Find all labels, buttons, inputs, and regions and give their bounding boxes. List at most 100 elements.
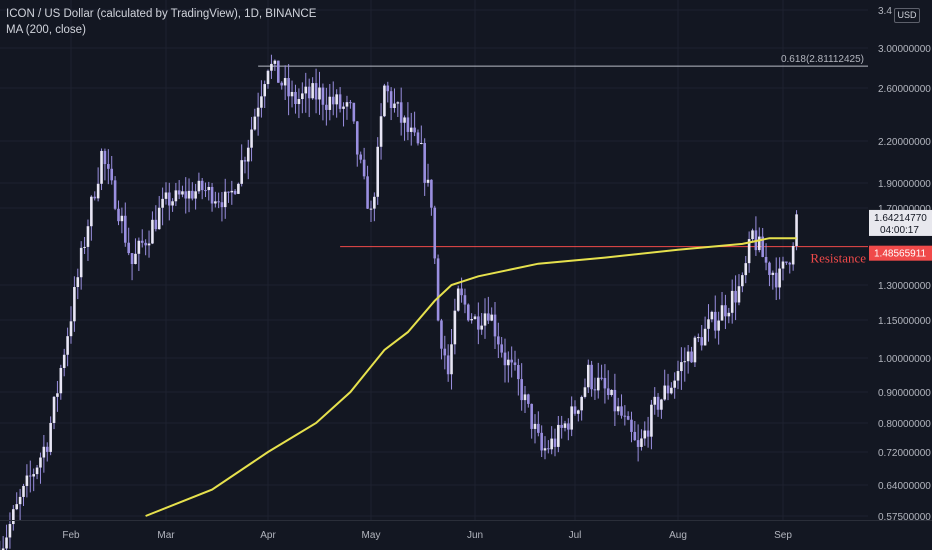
- candle-body: [626, 416, 630, 420]
- price-tick-label: 0.80000000: [878, 419, 931, 430]
- candle-body: [79, 247, 83, 278]
- candle-body: [620, 406, 623, 416]
- price-tick-label: 1.70000000: [878, 204, 931, 215]
- candle-body: [335, 94, 338, 105]
- last-price-label: 1.64214770: [874, 213, 927, 224]
- candle-body: [76, 277, 80, 288]
- candle-body: [15, 504, 19, 510]
- symbol-title[interactable]: ICON / US Dollar (calculated by TradingV…: [6, 8, 317, 20]
- candle-body: [246, 147, 250, 162]
- ma-indicator-legend[interactable]: MA (200, close): [6, 24, 86, 36]
- candle-body: [690, 351, 693, 363]
- candle-body: [59, 367, 63, 394]
- candle-body: [154, 219, 158, 230]
- candle-body: [123, 215, 127, 243]
- fib-level-0618: 0.618(2.81112425): [258, 54, 868, 67]
- candle-body: [703, 328, 707, 346]
- candle-body: [273, 60, 277, 64]
- candle-body: [18, 496, 22, 505]
- candle-body: [250, 129, 253, 148]
- candle-body: [537, 423, 540, 433]
- candle-body: [184, 191, 188, 199]
- candle-body: [533, 423, 537, 429]
- candle-body: [553, 438, 557, 447]
- candle-body: [727, 312, 731, 317]
- candle-body: [100, 150, 103, 184]
- candle-body: [436, 258, 440, 321]
- candle-body: [567, 423, 570, 430]
- candle-body: [470, 319, 473, 321]
- candle-body: [220, 202, 224, 208]
- candle-body: [788, 262, 792, 265]
- candle-body: [331, 96, 335, 105]
- candle-body: [660, 399, 663, 410]
- candle-body: [204, 190, 207, 192]
- candle-body: [764, 256, 768, 263]
- candle-body: [583, 387, 587, 397]
- candle-body: [586, 364, 590, 388]
- candle-body: [307, 86, 311, 99]
- time-tick-label: Apr: [260, 530, 276, 541]
- price-tick-label: 2.20000000: [878, 137, 931, 148]
- candle-body: [774, 272, 778, 288]
- time-tick-label: Jun: [467, 530, 483, 541]
- candle-body: [355, 121, 359, 155]
- candle-body: [240, 160, 243, 184]
- currency-button[interactable]: USD: [894, 8, 920, 23]
- candle-body: [623, 415, 627, 417]
- price-tags: 1.64214770 04:00:17 1.48565911: [869, 209, 932, 261]
- candle-body: [362, 159, 366, 177]
- candle-body: [157, 207, 161, 230]
- candle-body: [653, 396, 657, 405]
- candle-body: [277, 60, 280, 83]
- candle-body: [42, 446, 46, 458]
- price-tick-label: 0.57500000: [878, 512, 931, 523]
- candle-body: [751, 230, 754, 240]
- price-axis[interactable]: 3.4 3.00000000 2.60000000 2.20000000 1.90000…: [878, 6, 931, 523]
- candle-body: [403, 117, 406, 123]
- candle-body: [117, 208, 120, 222]
- candle-body: [56, 393, 59, 397]
- fib-label: 0.618(2.81112425): [781, 54, 864, 65]
- candle-body: [593, 389, 597, 391]
- candle-body: [210, 186, 214, 204]
- candle-body: [200, 180, 204, 191]
- candle-body: [349, 102, 352, 104]
- price-tick-label: 3.00000000: [878, 44, 931, 55]
- chart-grid: [0, 0, 868, 520]
- candle-body: [49, 422, 52, 452]
- candle-body: [8, 524, 12, 538]
- candle-body: [510, 359, 513, 363]
- candle-body: [294, 91, 297, 105]
- candle-body: [243, 160, 247, 162]
- candle-body: [527, 394, 530, 404]
- candle-body: [636, 440, 640, 447]
- time-tick-label: May: [362, 530, 381, 541]
- candle-body: [456, 288, 460, 311]
- candle-body: [22, 485, 25, 497]
- candle-body: [670, 387, 673, 394]
- candle-body: [643, 430, 647, 439]
- candle-body: [237, 183, 240, 194]
- candle-body: [359, 154, 362, 160]
- time-axis[interactable]: Feb Mar Apr May Jun Jul Aug Sep: [0, 520, 932, 542]
- candle-body: [663, 385, 667, 400]
- candle-body: [25, 475, 29, 486]
- last-price-tag: [869, 209, 932, 236]
- candle-body: [230, 190, 234, 193]
- candle-body: [379, 116, 383, 147]
- candle-body: [127, 242, 130, 254]
- time-tick-label: Mar: [157, 530, 175, 541]
- candle-body: [389, 91, 393, 109]
- candle-body: [616, 406, 620, 412]
- chart-legend[interactable]: ICON / US Dollar (calculated by TradingV…: [6, 6, 316, 38]
- candle-body: [83, 246, 86, 248]
- candle-body: [227, 191, 230, 193]
- candle-body: [633, 431, 637, 441]
- candle-body: [311, 83, 314, 99]
- resistance-price-tag: [869, 245, 932, 261]
- candle-body: [795, 214, 798, 246]
- candle-body: [177, 190, 181, 195]
- candle-body: [466, 304, 470, 321]
